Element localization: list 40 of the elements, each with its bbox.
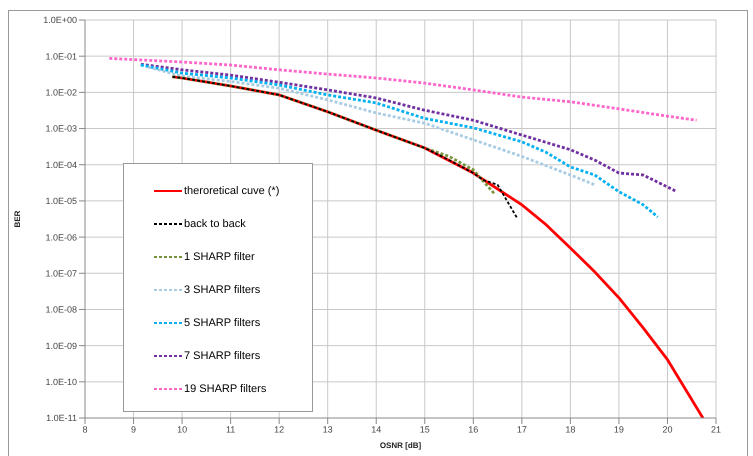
line-series — [139, 64, 660, 218]
legend-label: 3 SHARP filters — [184, 284, 260, 296]
y-tick-label: 1.0E+00 — [43, 15, 77, 26]
x-tick-label: 14 — [371, 424, 382, 434]
x-tick-label: 17 — [516, 424, 527, 434]
y-tick-label: 1.0E-02 — [45, 88, 77, 98]
x-tick-label: 12 — [274, 424, 284, 434]
line-series — [170, 75, 497, 196]
legend-label: 7 SHARP filters — [184, 350, 260, 362]
y-tick-label: 1.0E-03 — [45, 124, 77, 134]
x-tick-label: 20 — [662, 424, 672, 434]
line-series — [171, 76, 518, 219]
x-tick-label: 11 — [226, 424, 236, 434]
y-tick-label: 1.0E-06 — [45, 232, 77, 242]
legend-label: back to back — [184, 218, 246, 230]
x-tick-label: 15 — [420, 424, 430, 434]
y-tick-label: 1.0E-07 — [45, 268, 77, 278]
x-tick-label: 8 — [82, 424, 88, 434]
y-tick-label: 1.0E-09 — [45, 340, 77, 351]
y-axis-title: BER — [12, 210, 22, 228]
y-tick-label: 1.0E-01 — [45, 51, 77, 62]
y-tick-label: 1.0E-04 — [45, 160, 77, 170]
y-tick-label: 1.0E-05 — [45, 196, 77, 206]
y-tick-label: 1.0E-10 — [45, 377, 77, 388]
legend-label: 5 SHARP filters — [184, 316, 260, 328]
x-tick-label: 19 — [614, 424, 624, 434]
legend-label: 1 SHARP filter — [184, 250, 255, 262]
line-series — [108, 56, 698, 122]
x-tick-label: 13 — [322, 424, 333, 434]
x-tick-label: 18 — [565, 424, 576, 434]
legend-label: theroretical cuve (*) — [184, 184, 280, 196]
x-tick-label: 21 — [710, 424, 722, 434]
y-tick-label: 1.0E-08 — [45, 304, 77, 315]
x-tick-label: 16 — [468, 424, 478, 434]
x-tick-label: 10 — [177, 424, 188, 434]
x-axis-title: OSNR [dB] — [380, 441, 422, 450]
y-tick-label: 1.0E-11 — [46, 413, 77, 424]
x-tick-label: 9 — [131, 424, 136, 434]
legend-label: 19 SHARP filters — [184, 382, 266, 394]
line-series — [146, 66, 596, 186]
